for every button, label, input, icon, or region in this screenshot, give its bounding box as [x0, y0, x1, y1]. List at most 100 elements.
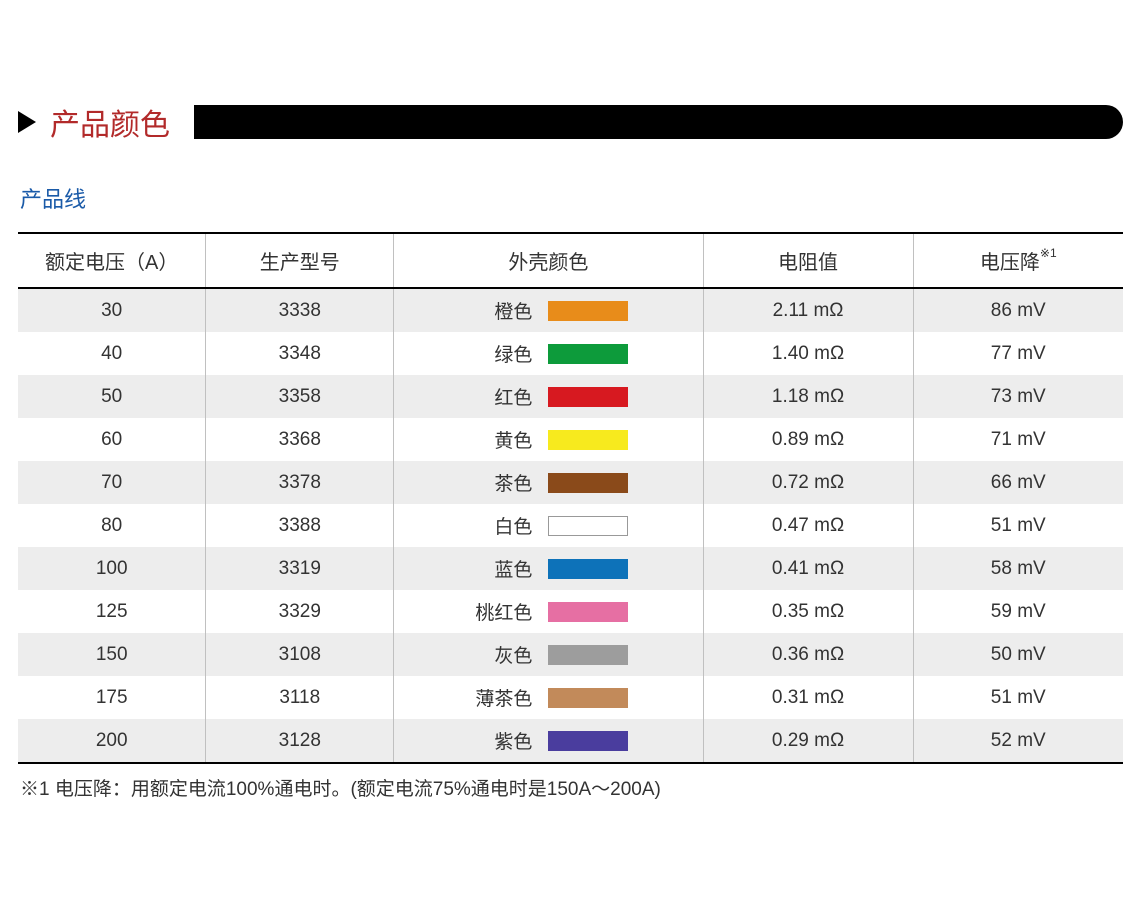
color-swatch: [548, 430, 628, 450]
cell-color: 白色: [394, 504, 703, 547]
cell-voltage: 70: [18, 461, 206, 504]
col-header-color: 外壳颜色: [394, 233, 703, 288]
footnote: ※1 电压降：用额定电流100%通电时。(额定电流75%通电时是150A～200…: [20, 774, 1123, 801]
table-header-row: 额定电压（A） 生产型号 外壳颜色 电阻值 电压降※1: [18, 233, 1123, 288]
cell-resistance: 0.31 mΩ: [703, 676, 913, 719]
table-row: 403348 绿色 1.40 mΩ77 mV: [18, 332, 1123, 375]
cell-model: 3329: [206, 590, 394, 633]
cell-voltage: 60: [18, 418, 206, 461]
cell-model: 3368: [206, 418, 394, 461]
color-swatch: [548, 645, 628, 665]
cell-voltage-drop: 77 mV: [913, 332, 1123, 375]
color-swatch: [548, 301, 628, 321]
cell-resistance: 1.40 mΩ: [703, 332, 913, 375]
cell-voltage-drop: 59 mV: [913, 590, 1123, 633]
product-color-table: 额定电压（A） 生产型号 外壳颜色 电阻值 电压降※1 303338 橙色 2.11…: [18, 232, 1123, 764]
cell-voltage: 50: [18, 375, 206, 418]
color-swatch: [548, 473, 628, 493]
cell-voltage-drop: 66 mV: [913, 461, 1123, 504]
section-title: 产品颜色: [50, 100, 170, 144]
color-swatch: [548, 559, 628, 579]
cell-color: 绿色: [394, 332, 703, 375]
color-name-label: 绿色: [468, 340, 532, 367]
cell-voltage: 125: [18, 590, 206, 633]
cell-model: 3358: [206, 375, 394, 418]
cell-color: 桃红色: [394, 590, 703, 633]
cell-voltage-drop: 52 mV: [913, 719, 1123, 763]
color-name-label: 紫色: [468, 727, 532, 754]
subtitle: 产品线: [20, 182, 1123, 214]
cell-voltage: 30: [18, 288, 206, 332]
table-row: 2003128 紫色 0.29 mΩ52 mV: [18, 719, 1123, 763]
cell-voltage-drop: 73 mV: [913, 375, 1123, 418]
col-header-resistance: 电阻值: [703, 233, 913, 288]
cell-resistance: 0.35 mΩ: [703, 590, 913, 633]
cell-resistance: 0.89 mΩ: [703, 418, 913, 461]
cell-color: 黄色: [394, 418, 703, 461]
cell-color: 红色: [394, 375, 703, 418]
cell-model: 3348: [206, 332, 394, 375]
cell-voltage: 80: [18, 504, 206, 547]
cell-model: 3388: [206, 504, 394, 547]
color-swatch: [548, 387, 628, 407]
color-name-label: 薄茶色: [468, 684, 532, 711]
color-name-label: 白色: [468, 512, 532, 539]
table-row: 503358 红色 1.18 mΩ73 mV: [18, 375, 1123, 418]
table-row: 803388 白色 0.47 mΩ51 mV: [18, 504, 1123, 547]
cell-color: 橙色: [394, 288, 703, 332]
cell-voltage-drop: 50 mV: [913, 633, 1123, 676]
cell-model: 3108: [206, 633, 394, 676]
header-black-bar: [194, 105, 1123, 139]
table-row: 1753118 薄茶色 0.31 mΩ51 mV: [18, 676, 1123, 719]
color-swatch: [548, 516, 628, 536]
cell-color: 灰色: [394, 633, 703, 676]
cell-voltage-drop: 51 mV: [913, 504, 1123, 547]
color-name-label: 灰色: [468, 641, 532, 668]
cell-model: 3319: [206, 547, 394, 590]
cell-resistance: 2.11 mΩ: [703, 288, 913, 332]
voltage-drop-label: 电压降: [980, 252, 1040, 274]
cell-voltage: 150: [18, 633, 206, 676]
cell-voltage: 175: [18, 676, 206, 719]
cell-model: 3378: [206, 461, 394, 504]
cell-voltage-drop: 51 mV: [913, 676, 1123, 719]
table-row: 1253329 桃红色 0.35 mΩ59 mV: [18, 590, 1123, 633]
cell-resistance: 0.47 mΩ: [703, 504, 913, 547]
cell-voltage-drop: 58 mV: [913, 547, 1123, 590]
color-swatch: [548, 731, 628, 751]
table-row: 1003319 蓝色 0.41 mΩ58 mV: [18, 547, 1123, 590]
table-row: 703378茶色0.72 mΩ66 mV: [18, 461, 1123, 504]
color-name-label: 红色: [468, 383, 532, 410]
table-row: 303338 橙色 2.11 mΩ86 mV: [18, 288, 1123, 332]
voltage-drop-sup: ※1: [1040, 246, 1057, 260]
cell-model: 3118: [206, 676, 394, 719]
color-name-label: 茶色: [468, 469, 532, 496]
cell-color: 紫色: [394, 719, 703, 763]
color-name-label: 黄色: [468, 426, 532, 453]
color-swatch: [548, 688, 628, 708]
col-header-voltage-drop: 电压降※1: [913, 233, 1123, 288]
cell-voltage: 200: [18, 719, 206, 763]
section-header: 产品颜色: [18, 100, 1123, 144]
cell-model: 3338: [206, 288, 394, 332]
cell-resistance: 0.41 mΩ: [703, 547, 913, 590]
cell-voltage-drop: 71 mV: [913, 418, 1123, 461]
cell-resistance: 0.36 mΩ: [703, 633, 913, 676]
color-name-label: 桃红色: [468, 598, 532, 625]
cell-resistance: 1.18 mΩ: [703, 375, 913, 418]
cell-voltage: 40: [18, 332, 206, 375]
color-name-label: 橙色: [468, 297, 532, 324]
col-header-model: 生产型号: [206, 233, 394, 288]
cell-voltage: 100: [18, 547, 206, 590]
cell-voltage-drop: 86 mV: [913, 288, 1123, 332]
cell-color: 薄茶色: [394, 676, 703, 719]
cell-model: 3128: [206, 719, 394, 763]
cell-resistance: 0.29 mΩ: [703, 719, 913, 763]
color-swatch: [548, 344, 628, 364]
col-header-voltage: 额定电压（A）: [18, 233, 206, 288]
cell-color: 茶色: [394, 461, 703, 504]
color-name-label: 蓝色: [468, 555, 532, 582]
table-row: 603368 黄色 0.89 mΩ71 mV: [18, 418, 1123, 461]
cell-color: 蓝色: [394, 547, 703, 590]
table-row: 1503108 灰色 0.36 mΩ50 mV: [18, 633, 1123, 676]
